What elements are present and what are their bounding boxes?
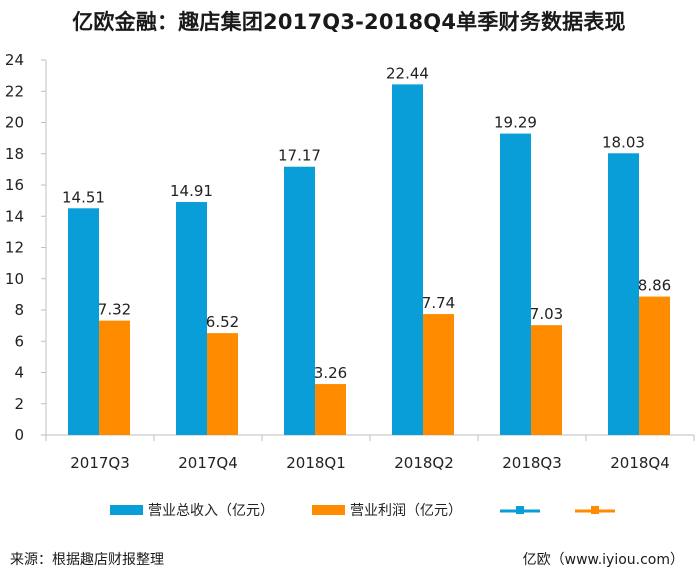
legend-line-marker-point — [516, 506, 524, 514]
x-tick-label: 2018Q1 — [286, 454, 346, 472]
x-tick-label: 2018Q4 — [610, 454, 670, 472]
legend-label-profit: 营业利润（亿元） — [350, 503, 462, 519]
y-tick-label: 18 — [5, 145, 24, 163]
y-tick-label: 22 — [5, 82, 24, 100]
legend: 营业总收入（亿元） 营业利润（亿元） — [110, 503, 615, 519]
bar-revenue — [284, 166, 315, 435]
data-labels: 14.51 7.32 14.91 6.52 17.17 3.26 22.44 7.74 19.2… — [62, 64, 671, 382]
x-tick-label: 2017Q3 — [70, 454, 130, 472]
legend-label-revenue: 营业总收入（亿元） — [148, 503, 274, 519]
data-label: 7.74 — [422, 294, 455, 312]
y-tick-label: 10 — [5, 270, 24, 288]
y-tick-label: 8 — [14, 301, 24, 319]
chart-title: 亿欧金融：趣店集团2017Q3-2018Q4单季财务数据表现 — [72, 10, 626, 34]
source-note: 来源：根据趣店财报整理 — [10, 552, 164, 568]
legend-line-marker-point — [591, 506, 599, 514]
x-tick-label: 2018Q3 — [502, 454, 562, 472]
y-tick-label: 2 — [14, 395, 24, 413]
x-tick-label: 2017Q4 — [178, 454, 238, 472]
y-tick-label: 6 — [14, 332, 24, 350]
bar-revenue — [68, 208, 99, 435]
brand-credit: 亿欧（www.iyiou.com） — [522, 552, 684, 568]
bar-profit — [531, 325, 562, 435]
bars — [68, 84, 670, 435]
legend-swatch-revenue — [110, 505, 143, 515]
legend-swatch-profit — [312, 505, 345, 515]
y-tick-label: 0 — [14, 426, 24, 444]
data-label: 19.29 — [494, 114, 537, 132]
bar-revenue — [500, 133, 531, 435]
data-label: 3.26 — [314, 364, 347, 382]
bar-revenue — [392, 84, 423, 435]
data-label: 22.44 — [386, 64, 429, 82]
data-label: 7.03 — [530, 305, 563, 323]
bar-profit — [99, 320, 130, 435]
bar-revenue — [176, 202, 207, 435]
y-tick-label: 12 — [5, 239, 24, 257]
data-label: 7.32 — [98, 301, 131, 319]
y-tick-label: 24 — [5, 51, 24, 69]
bar-profit — [423, 314, 454, 435]
bar-profit — [315, 384, 346, 435]
bar-revenue — [608, 153, 639, 435]
bar-profit — [639, 296, 670, 435]
data-label: 17.17 — [278, 147, 321, 165]
y-tick-label: 16 — [5, 176, 24, 194]
x-tick-label: 2018Q2 — [394, 454, 454, 472]
data-label: 14.91 — [170, 182, 213, 200]
bar-profit — [207, 333, 238, 435]
y-tick-label: 20 — [5, 114, 24, 132]
y-tick-label: 14 — [5, 207, 24, 225]
data-label: 14.51 — [62, 188, 105, 206]
data-label: 6.52 — [206, 313, 239, 331]
y-tick-label: 4 — [14, 364, 24, 382]
data-label: 8.86 — [638, 277, 671, 295]
data-label: 18.03 — [602, 133, 645, 151]
